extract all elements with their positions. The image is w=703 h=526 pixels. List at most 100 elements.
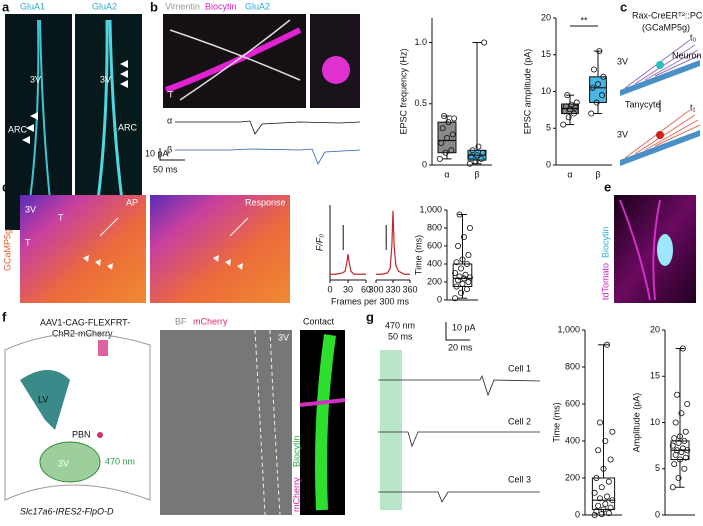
data-point [458, 265, 465, 272]
y-tick-label: 5 [546, 123, 551, 133]
data-point [596, 48, 603, 55]
y-tick-label: 10 [650, 417, 660, 427]
x-tick-label: β [595, 169, 600, 179]
panel-letter: a [2, 0, 10, 14]
x-tick-label: 300 [368, 284, 383, 294]
scale-label: 10 pA [452, 322, 476, 332]
label: 3V [58, 458, 69, 468]
data-point [453, 283, 460, 290]
y-tick-label: 10 [541, 86, 551, 96]
data-point [679, 345, 686, 352]
data-point [591, 489, 598, 496]
y-tick-label: 1,000 [419, 204, 442, 214]
scale-label: 20 ms [448, 342, 473, 352]
data-point [451, 115, 458, 122]
label: 470 nm [105, 456, 135, 466]
data-point [564, 92, 571, 99]
stain-label: Biocytin [291, 435, 301, 467]
label: β [167, 144, 172, 154]
panel-letter: d [2, 179, 10, 194]
region [39, 441, 101, 483]
data-point [475, 143, 482, 150]
data-point [571, 110, 578, 117]
data-point [479, 149, 486, 156]
label: α [167, 115, 172, 125]
ventricle-wall [620, 60, 700, 96]
label: Tanycyte [625, 99, 661, 109]
data-point [453, 259, 460, 266]
line [376, 210, 410, 275]
trace [378, 491, 540, 503]
stain-label: Biocytin [600, 226, 610, 258]
label: ARC [8, 124, 28, 134]
data-point [588, 110, 595, 117]
panel-letter: b [150, 0, 158, 14]
y-tick-label: 800 [427, 222, 442, 232]
stain-label: tdTomato [600, 263, 610, 300]
line [330, 253, 366, 275]
y-tick-label: 0 [655, 509, 660, 519]
stain-label: GluA2 [245, 1, 270, 11]
data-point [681, 465, 688, 472]
x-tick-label: 60 [361, 284, 371, 294]
data-point [452, 269, 459, 276]
data-point [609, 428, 616, 435]
data-point [593, 99, 600, 106]
data-point [682, 454, 689, 461]
x-tick-label: 360 [402, 284, 417, 294]
panel-letter: e [604, 179, 611, 194]
label: Cell 2 [508, 416, 531, 426]
data-point [607, 504, 614, 511]
x-tick-label: 330 [385, 284, 400, 294]
scale-bar [445, 322, 470, 341]
label: T [58, 212, 64, 222]
panel-letter: f [2, 309, 7, 324]
data-point [455, 277, 462, 284]
y-tick-label: 200 [427, 276, 442, 286]
data-point [595, 447, 602, 454]
data-point [463, 260, 470, 267]
x-tick-label: α [567, 169, 572, 179]
neuron [656, 61, 664, 69]
data-point [600, 506, 607, 513]
data-point [677, 433, 684, 440]
stain-label: Biocytin [205, 1, 237, 11]
stain [619, 199, 661, 301]
stain [657, 234, 673, 266]
data-point [593, 508, 600, 515]
label: T [25, 237, 31, 247]
arrow [99, 217, 249, 237]
scale-label: 10 pA [145, 148, 169, 158]
data-point [456, 211, 463, 218]
y-tick-label: 1.0 [414, 37, 427, 47]
data-point [675, 439, 682, 446]
data-point [568, 101, 575, 108]
data-point [478, 155, 485, 162]
data-point [449, 131, 456, 138]
y-tick-label: 400 [565, 435, 580, 445]
data-point [560, 121, 567, 128]
data-point [598, 484, 605, 491]
data-point [565, 114, 572, 121]
y-tick-label: 0 [546, 159, 551, 169]
panel-letter: c [620, 0, 627, 14]
data-point [674, 447, 681, 454]
data-point [607, 456, 614, 463]
panel-e: e tdTomato Biocytin [600, 179, 696, 303]
stain [96, 19, 124, 201]
data-point [466, 160, 473, 167]
micrograph [150, 195, 290, 303]
y-tick-label: 1,000 [557, 324, 580, 334]
label: T [168, 89, 174, 99]
x-tick-label: α [444, 169, 449, 179]
y-tick-label: 800 [565, 361, 580, 371]
data-point [458, 289, 465, 296]
data-point [684, 400, 691, 407]
data-point [672, 419, 679, 426]
data-point [460, 233, 467, 240]
stain [164, 27, 302, 93]
y-tick-label: 0 [575, 509, 580, 519]
y-tick-label: 200 [565, 472, 580, 482]
y-axis-label: F/F₀ [314, 234, 324, 251]
brain-outline [4, 333, 151, 501]
